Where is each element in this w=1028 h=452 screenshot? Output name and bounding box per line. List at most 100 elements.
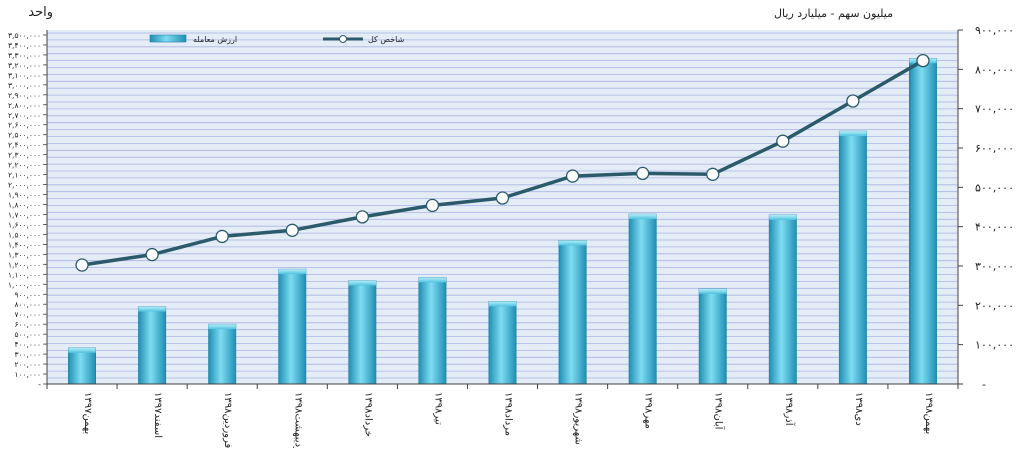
bar [628,213,657,385]
bar-top-highlight [558,240,587,246]
right-axis-tick-label: ۵۰۰,۰۰۰ [975,181,1014,194]
left-axis-tick-label: ۱,۶۰۰,۰۰۰ [8,220,41,229]
bar [488,301,517,385]
line-marker [706,167,720,181]
right-axis-tick-label: ۲۰۰,۰۰۰ [975,299,1014,312]
bar [278,268,307,385]
left-axis-tick-label: ۳۰۰,۰۰۰ [14,350,41,359]
right-axis-title: میلیون سهم - میلیارد ریال [774,7,893,20]
bar [908,58,937,385]
bar-top-highlight [348,280,377,286]
left-axis-tick-label: ۲,۶۰۰,۰۰۰ [8,121,41,130]
line-marker [636,166,650,181]
bar-top-highlight [839,131,867,137]
line-marker [776,134,790,148]
bar [768,214,797,385]
bar-top-highlight [418,277,447,283]
left-axis-tick-label: ۹۰۰,۰۰۰ [14,290,41,299]
bar-top-highlight [488,301,517,307]
left-axis-tick-label: ۱,۱۰۰,۰۰۰ [8,270,41,279]
legend-bar-swatch [149,34,187,43]
left-axis-tick-label: ۲۰۰,۰۰۰ [14,360,41,369]
bar [558,240,587,385]
left-axis-tick-label: ۱,۵۰۰,۰۰۰ [8,230,41,239]
left-axis-tick-label: ۲,۷۰۰,۰۰۰ [8,111,41,120]
line-marker [565,169,580,183]
bar [418,277,447,385]
x-axis-tick-label: ۱۳۹۸مرداد [503,392,514,436]
bar [348,280,377,385]
bar-top-highlight [699,288,727,294]
x-axis-tick-label: ۱۳۹۸شهریور [573,392,584,445]
x-axis-tick-label: ۱۳۹۸آبان [713,392,726,431]
bar-top-highlight [769,214,797,220]
line-marker [75,258,89,272]
bar [698,288,727,385]
left-axis-tick-label: ۳,۵۰۰,۰۰۰ [8,31,41,40]
left-axis-tick-label: ۳,۳۰۰,۰۰۰ [8,51,41,60]
left-axis-tick-label: ۱,۴۰۰,۰۰۰ [8,240,41,249]
line-marker [285,223,299,237]
left-axis-tick-label: ۱,۹۰۰,۰۰۰ [8,191,41,200]
line-marker [916,53,930,68]
bar-top-highlight [138,306,166,312]
x-axis-tick-label: ۱۳۹۷بهمن [82,392,93,434]
left-axis-tick-label: ۷۰۰,۰۰۰ [14,310,41,319]
x-axis-tick-label: ۱۳۹۸مهر [643,392,654,429]
line-marker [145,247,159,262]
bar-series [68,58,937,385]
x-axis-tick-label: ۱۳۹۸تیر [432,392,443,425]
bar [838,130,867,385]
bar-top-highlight [278,269,306,275]
x-axis-tick-label: ۱۳۹۸فروردین [222,392,233,448]
line-marker [215,229,229,244]
left-axis-tick-label: ۳,۱۰۰,۰۰۰ [8,71,41,80]
left-axis-tick-label: ۳,۴۰۰,۰۰۰ [8,41,41,50]
left-axis-tick-label: ۲,۳۰۰,۰۰۰ [8,151,41,160]
x-axis: ۱۳۹۷بهمن ۱۳۹۷اسفند ۱۳۹۸فروردین ۱۳۹۸اردیبهشت… [46,383,959,452]
bar-top-highlight [208,324,236,330]
left-axis-tick-label: ۱,۸۰۰,۰۰۰ [8,201,41,210]
bar [68,347,97,385]
left-axis-title: واحد [28,5,53,20]
legend-line-marker [339,35,347,43]
right-axis-tick-label: ۷۰۰,۰۰۰ [975,103,1014,116]
right-axis-tick-label: - [982,378,986,391]
left-axis-tick-label: ۲,۲۰۰,۰۰۰ [8,161,41,170]
line-series [75,53,930,272]
legend-line-label: شاخص کل [368,35,405,44]
left-axis-tick-label: ۲,۵۰۰,۰۰۰ [8,131,41,140]
legend-bar-label: ارزش معامله [193,35,237,44]
left-axis-tick-label: ۳,۲۰۰,۰۰۰ [8,61,41,70]
bar-top-highlight [68,347,96,353]
left-axis-tick-label: ۴۰۰,۰۰۰ [14,340,41,349]
left-axis-tick-label: ۲,۱۰۰,۰۰۰ [8,171,41,180]
legend: ارزش معامله شاخص کل [149,34,405,44]
left-axis-tick-label: ۶۰۰,۰۰۰ [14,320,41,329]
line-marker [425,198,440,213]
left-axis-tick-label: ۳,۰۰۰,۰۰۰ [8,81,41,90]
x-axis-tick-label: ۱۳۹۸بهمن [923,392,934,434]
x-axis-tick-label: ۱۳۹۸خرداد [362,392,373,437]
right-axis-tick-label: ۱۰۰,۰۰۰ [975,339,1014,352]
left-axis-tick-label: ۱,۰۰۰,۰۰۰ [8,280,41,289]
line-marker [846,94,860,108]
right-axis-tick-label: ۶۰۰,۰۰۰ [975,142,1014,155]
left-axis-tick-label: ۱,۳۰۰,۰۰۰ [8,250,41,259]
line-marker [495,191,510,205]
left-axis-tick-label: ۲,۹۰۰,۰۰۰ [8,91,41,100]
left-axis-tick-label: ۱,۲۰۰,۰۰۰ [8,260,41,269]
left-axis-tick-label: ۵۰۰,۰۰۰ [14,330,41,339]
x-axis-tick-label: ۱۳۹۷اسفند [152,392,163,438]
left-axis-tick-label: ۱۰۰,۰۰۰ [14,370,41,379]
x-axis-tick-label: ۱۳۹۸دی [853,392,864,426]
left-axis: -۱۰۰,۰۰۰۲۰۰,۰۰۰۳۰۰,۰۰۰۴۰۰,۰۰۰۵۰۰,۰۰۰۶۰۰,… [8,30,48,389]
bar [138,306,167,385]
bar-top-highlight [628,214,657,220]
right-axis: - ۱۰۰,۰۰۰ ۲۰۰,۰۰۰ ۳۰۰,۰۰۰ ۴۰۰,۰۰۰ ۵۰۰,۰۰۰ ۶۰۰,… [957,24,1014,391]
x-axis-tick-label: ۱۳۹۸اردیبهشت [292,392,303,448]
right-axis-tick-label: ۳۰۰,۰۰۰ [975,260,1014,273]
x-axis-tick-label: ۱۳۹۸آذر [783,392,796,427]
